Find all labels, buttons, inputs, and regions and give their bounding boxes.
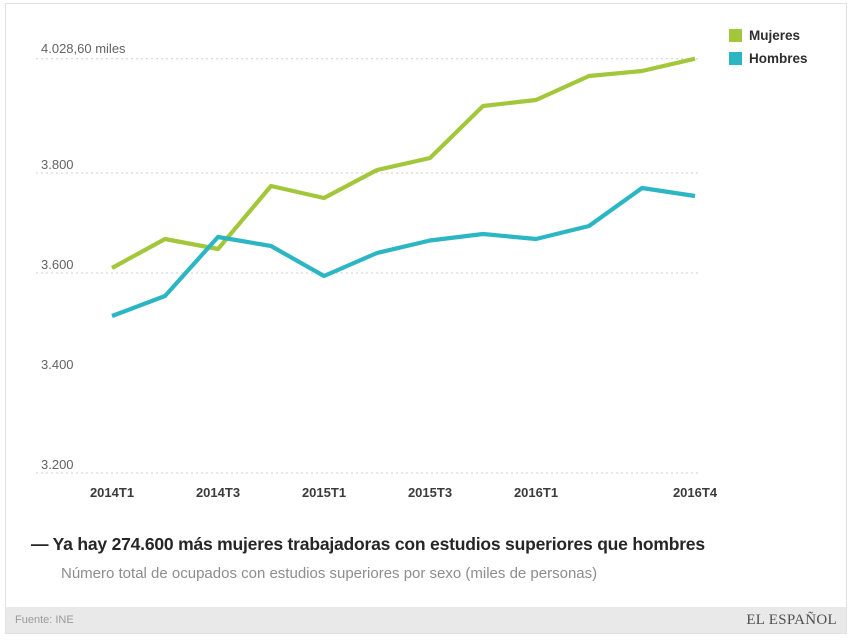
legend-item-hombres: Hombres: [729, 51, 808, 66]
x-axis-tick-label: 2016T1: [513, 485, 559, 500]
hombres-swatch-icon: [729, 52, 742, 65]
legend: Mujeres Hombres: [729, 28, 808, 74]
legend-item-mujeres: Mujeres: [729, 28, 808, 43]
x-axis-tick-label: 2014T3: [195, 485, 241, 500]
x-axis-tick-label: 2014T1: [89, 485, 135, 500]
publisher-logo: EL ESPAÑOL: [746, 611, 837, 628]
chart-card: 4.028,60 miles 3.800 3.600 3.400 3.200 2014…: [5, 3, 847, 634]
chart-title: — Ya hay 274.600 más mujeres trabajadora…: [31, 534, 705, 554]
x-axis-tick-label: 2016T4: [672, 485, 718, 500]
y-axis-unit-label: 4.028,60 miles: [41, 41, 126, 56]
footer-bar: Fuente: INE EL ESPAÑOL: [6, 607, 846, 633]
series-line-mujeres: [110, 56, 696, 270]
y-axis-tick-label: 3.800: [41, 157, 74, 172]
mujeres-swatch-icon: [729, 29, 742, 42]
chart-subtitle: Número total de ocupados con estudios su…: [61, 565, 598, 582]
y-axis-tick-label: 3.400: [41, 357, 74, 372]
source-credit: Fuente: INE: [15, 614, 74, 626]
series-line-hombres: [111, 185, 696, 318]
y-axis-tick-label: 3.600: [41, 257, 74, 272]
x-axis-tick-label: 2015T3: [407, 485, 453, 500]
y-axis-tick-label: 3.200: [41, 457, 74, 472]
legend-label-mujeres: Mujeres: [749, 28, 801, 43]
chart-canvas: [36, 56, 698, 474]
x-axis-tick-label: 2015T1: [301, 485, 347, 500]
legend-label-hombres: Hombres: [749, 51, 808, 66]
